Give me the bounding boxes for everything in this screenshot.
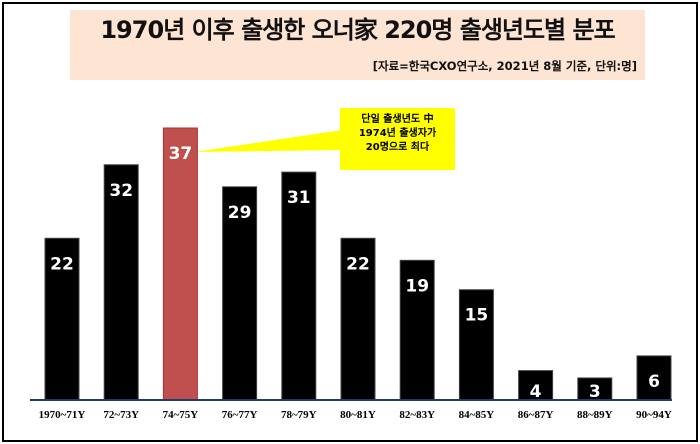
bar [636, 355, 672, 401]
annotation-line: 단일 출생년도 中 [361, 114, 434, 125]
x-tick-label: 78~79Y [281, 409, 317, 421]
data-label: 22 [346, 254, 370, 274]
x-tick-label: 76~77Y [222, 409, 258, 421]
x-tick-label: 74~75Y [163, 409, 199, 421]
data-label: 15 [465, 306, 489, 326]
x-tick-label: 86~87Y [518, 409, 554, 421]
x-tick-label: 88~89Y [577, 409, 613, 421]
bar [518, 370, 554, 401]
chart-subtitle: [자료=한국CXO연구소, 2021년 8월 기준, 단위:명] [372, 59, 637, 73]
data-label: 19 [405, 276, 429, 296]
bar [458, 289, 494, 401]
title-box: 1970년 이후 출생한 오너家 220명 출생년도별 분포 [자료=한국CXO… [70, 10, 645, 80]
data-label: 29 [228, 203, 252, 223]
data-label: 37 [169, 144, 193, 164]
x-tick-label: 72~73Y [103, 409, 139, 421]
bar [162, 127, 198, 401]
data-label: 32 [109, 181, 133, 201]
data-label: 6 [648, 372, 660, 392]
annotation-line: 20명으로 최다 [365, 142, 430, 153]
x-tick-label: 84~85Y [459, 409, 495, 421]
x-tick-label: 82~83Y [399, 409, 435, 421]
bar [399, 259, 435, 401]
callout-pointer [194, 130, 342, 152]
x-tick-label: 80~81Y [340, 409, 376, 421]
x-tick-label: 90~94Y [636, 409, 672, 421]
chart-title: 1970년 이후 출생한 오너家 220명 출생년도별 분포 [100, 16, 615, 44]
x-tick-label: 1970~71Y [39, 409, 86, 421]
annotation-line: 1974년 출생자가 [358, 128, 437, 139]
data-label: 22 [50, 254, 74, 274]
bar [44, 237, 80, 401]
data-label: 4 [530, 382, 542, 402]
annotation-callout: 단일 출생년도 中 1974년 출생자가 20명으로 최다 [340, 108, 455, 170]
data-label: 31 [287, 188, 311, 208]
data-label: 3 [589, 382, 601, 402]
